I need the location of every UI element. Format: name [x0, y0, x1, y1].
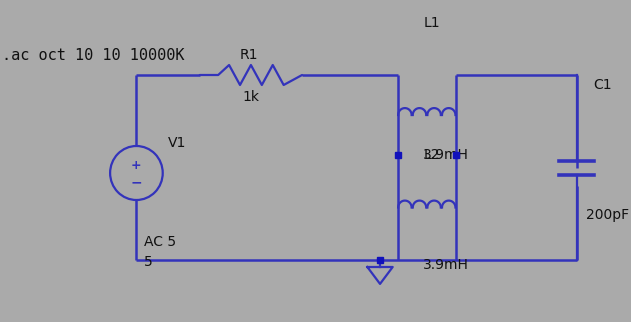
Text: 200pF: 200pF [586, 208, 630, 222]
Text: 3.9mH: 3.9mH [423, 148, 469, 162]
Text: .ac oct 10 10 10000K: .ac oct 10 10 10000K [2, 48, 184, 63]
Text: 3.9mH: 3.9mH [423, 258, 469, 272]
Text: −: − [131, 175, 142, 189]
Text: AC 5: AC 5 [144, 235, 176, 249]
Text: R1: R1 [239, 48, 257, 62]
Text: +: + [131, 158, 142, 172]
Text: L2: L2 [423, 148, 440, 162]
Text: V1: V1 [168, 136, 186, 150]
Text: 5: 5 [144, 255, 153, 269]
Text: 1k: 1k [243, 90, 260, 104]
Text: C1: C1 [593, 78, 611, 92]
Text: L1: L1 [423, 16, 440, 30]
